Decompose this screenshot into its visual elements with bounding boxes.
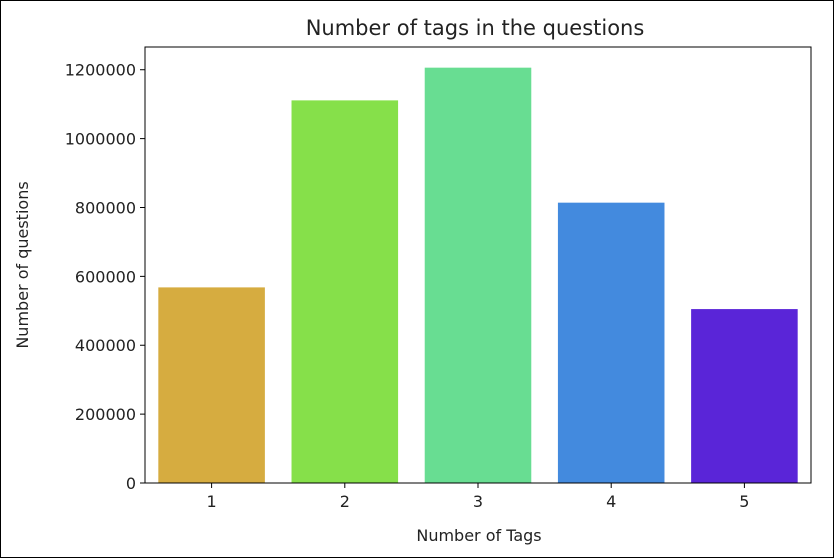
y-tick-label: 1000000 (65, 130, 136, 149)
y-tick-label: 800000 (75, 198, 136, 217)
x-tick-label: 4 (606, 492, 616, 511)
x-tick-label: 1 (207, 492, 217, 511)
x-tick-label: 2 (340, 492, 350, 511)
x-tick-label: 3 (473, 492, 483, 511)
y-tick-label: 0 (126, 474, 136, 493)
bar-1 (158, 287, 265, 483)
y-axis-label: Number of questions (13, 181, 32, 348)
x-axis-ticks: 1 2 3 4 5 (207, 483, 749, 511)
bar-4 (557, 202, 665, 483)
bar-5 (691, 309, 798, 483)
y-tick-label: 600000 (75, 267, 136, 286)
y-tick-label: 1200000 (65, 61, 136, 80)
bar-3 (424, 67, 532, 483)
x-axis-label: Number of Tags (416, 526, 541, 545)
y-tick-label: 200000 (75, 405, 136, 424)
chart-title: Number of tags in the questions (306, 16, 645, 40)
y-tick-label: 400000 (75, 336, 136, 355)
bar-2 (291, 100, 399, 483)
y-axis-ticks: 0 200000 400000 600000 800000 1000000 1200000 (65, 61, 145, 493)
bars-group (158, 67, 798, 483)
x-tick-label: 5 (739, 492, 749, 511)
plot-area-border (144, 46, 812, 484)
